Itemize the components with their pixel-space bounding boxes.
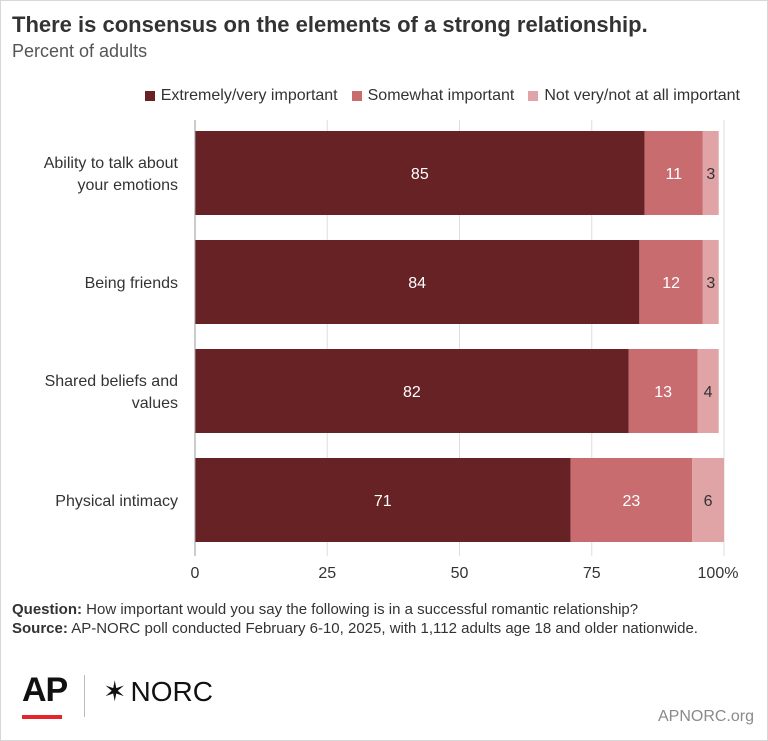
data-label: 11 [665, 166, 682, 183]
data-label: 13 [654, 384, 672, 401]
category-label: values [132, 395, 178, 412]
category-label: Physical intimacy [55, 493, 178, 510]
chart-title: There is consensus on the elements of a … [12, 12, 648, 37]
bar-segment [702, 240, 719, 324]
data-label: 6 [704, 493, 713, 510]
logo-divider [84, 675, 85, 717]
x-tick-label: 50 [451, 565, 469, 582]
data-label: 85 [411, 166, 429, 183]
bar-segment [195, 240, 640, 324]
legend-item-somewhat: Somewhat important [351, 87, 515, 105]
bar-segment [697, 349, 719, 433]
ap-logo-underline [22, 715, 62, 719]
data-label: 3 [706, 166, 715, 183]
bar-segment [570, 458, 693, 542]
x-tick-label: 25 [318, 565, 336, 582]
x-tick-label: 0 [191, 565, 200, 582]
bar-segment [639, 240, 703, 324]
chart-subtitle: Percent of adults [12, 41, 148, 61]
category-label: Being friends [85, 275, 178, 292]
category-label: Ability to talk about [44, 155, 179, 172]
source-note: Source: AP-NORC poll conducted February … [12, 619, 752, 638]
category-label: Shared beliefs and [45, 373, 178, 390]
bar-segment [195, 349, 629, 433]
x-tick-label: 75 [583, 565, 601, 582]
question-note: Question: How important would you say th… [12, 600, 752, 619]
norc-logo: ✶ NORC [103, 676, 213, 708]
legend-swatch-extremely-very [144, 91, 155, 101]
ap-logo: AP [22, 671, 68, 709]
chart-notes: Question: How important would you say th… [12, 600, 752, 638]
data-label: 3 [706, 275, 715, 292]
data-label: 84 [408, 275, 426, 292]
data-label: 4 [704, 384, 713, 401]
bar-segment [692, 458, 724, 542]
bar-segment [195, 131, 645, 215]
legend-item-not-very: Not very/not at all important [528, 87, 740, 105]
source-label: Source: [12, 620, 68, 637]
stacked-bar-chart: 0 25 50 75 100% 85 11 3 Ability to talk about you… [44, 120, 739, 582]
legend-item-extremely-very: Extremely/very important [144, 87, 338, 105]
data-label: 71 [374, 493, 392, 510]
question-text: How important would you say the followin… [82, 601, 639, 618]
data-label: 12 [662, 275, 680, 292]
data-label: 23 [623, 493, 641, 510]
bar-segment [644, 131, 703, 215]
legend: Extremely/very important Somewhat import… [144, 87, 740, 105]
norc-logo-text: NORC [130, 676, 213, 707]
site-url: APNORC.org [657, 708, 754, 725]
norc-star-icon: ✶ [103, 676, 127, 707]
x-tick-label: 100% [698, 565, 739, 582]
legend-swatch-somewhat [351, 91, 362, 101]
data-label: 82 [403, 384, 421, 401]
source-text: AP-NORC poll conducted February 6-10, 20… [67, 620, 698, 637]
legend-label-somewhat: Somewhat important [367, 87, 515, 104]
bar-segment [628, 349, 698, 433]
question-label: Question: [12, 601, 82, 618]
category-label: your emotions [78, 177, 179, 194]
legend-label-not-very: Not very/not at all important [544, 87, 740, 104]
bar-segment [195, 458, 571, 542]
legend-label-extremely-very: Extremely/very important [160, 87, 338, 104]
legend-swatch-not-very [528, 91, 539, 101]
bar-segment [702, 131, 719, 215]
